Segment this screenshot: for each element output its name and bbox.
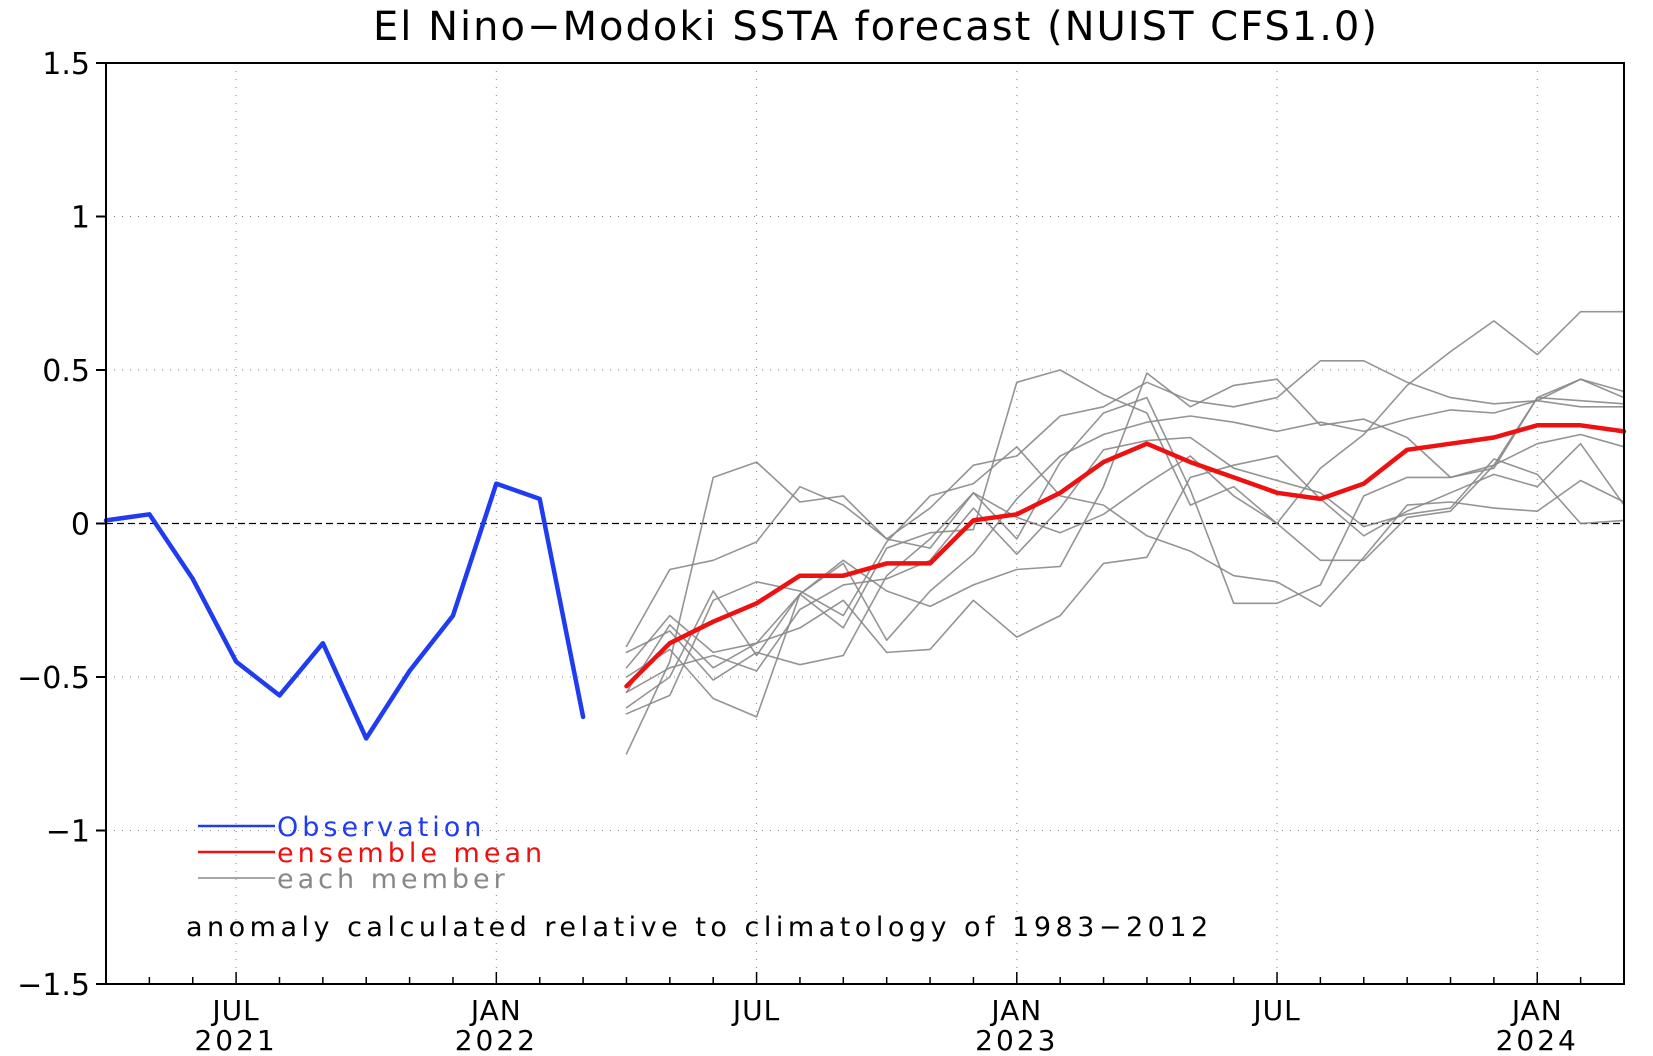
member-series-layer [625,310,1625,755]
y-tick-label: 0 [71,508,90,543]
y-tick-label: −1 [46,815,90,850]
member-line [625,433,1625,681]
ensemble-mean-line [624,423,1627,689]
x-tick-month-label: JAN [989,994,1042,1027]
x-tick-year-label: 2023 [975,1024,1058,1052]
y-tick-label: 1 [71,201,90,236]
x-tick-year-label: 2021 [194,1024,277,1052]
member-line [625,436,1625,694]
mean-series-layer [624,423,1627,689]
y-tick-label: 1.5 [42,47,90,82]
observation-line [103,481,586,741]
member-line [625,359,1625,648]
member-line [625,442,1625,694]
observation-series-layer [103,481,586,741]
x-tick-year-label: 2024 [1496,1024,1579,1052]
x-tick-month-label: JAN [1510,994,1563,1027]
member-line [625,378,1625,755]
x-tick-year-label: 2022 [455,1024,538,1052]
legend-label: Observation [277,812,485,843]
legend-label: each member [277,864,509,895]
x-tick-month-label: JUL [1251,994,1300,1027]
y-tick-label: −1.5 [17,968,90,1003]
x-tick-month-label: JUL [210,994,259,1027]
chart-title: El Nino−Modoki SSTA forecast (NUIST CFS1… [373,4,1379,50]
y-tick-label: −0.5 [17,661,90,696]
legend-label: ensemble mean [277,838,546,869]
x-tick-month-label: JAN [469,994,522,1027]
member-line [625,372,1625,709]
y-tick-label: 0.5 [42,354,90,389]
member-line [625,310,1625,718]
grid-layer [106,63,1624,984]
climatology-annotation: anomaly calculated relative to climatolo… [186,912,1213,943]
x-tick-month-label: JUL [731,994,780,1027]
